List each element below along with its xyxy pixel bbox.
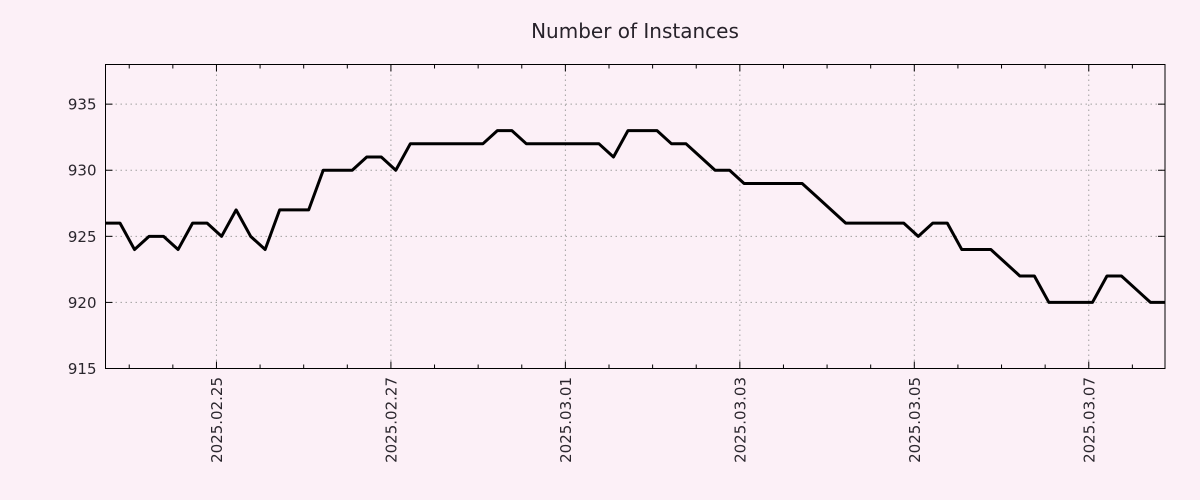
x-tick-label: 2025.03.03 — [731, 377, 749, 463]
tick-labels: 915 920 925 930 935 2025.02.25 2025.02.27 2025.… — [68, 96, 1098, 463]
x-tick-label: 2025.03.07 — [1080, 377, 1098, 463]
y-tick-label: 930 — [68, 162, 97, 180]
x-tick-label: 2025.02.25 — [208, 377, 226, 463]
y-tick-label: 935 — [68, 96, 97, 114]
x-tick-label: 2025.03.05 — [906, 377, 924, 463]
gridlines — [105, 64, 1165, 369]
x-tick-label: 2025.03.01 — [557, 377, 575, 463]
chart-title: Number of Instances — [531, 19, 739, 43]
y-tick-label: 920 — [68, 294, 97, 312]
x-tick-label: 2025.02.27 — [382, 377, 400, 463]
data-line-instances — [105, 129, 1165, 304]
y-tick-label: 915 — [68, 360, 97, 378]
plot-border-box — [105, 64, 1166, 369]
plot-border — [105, 64, 1166, 369]
y-tick-label: 925 — [68, 228, 97, 246]
data-series — [105, 129, 1165, 304]
